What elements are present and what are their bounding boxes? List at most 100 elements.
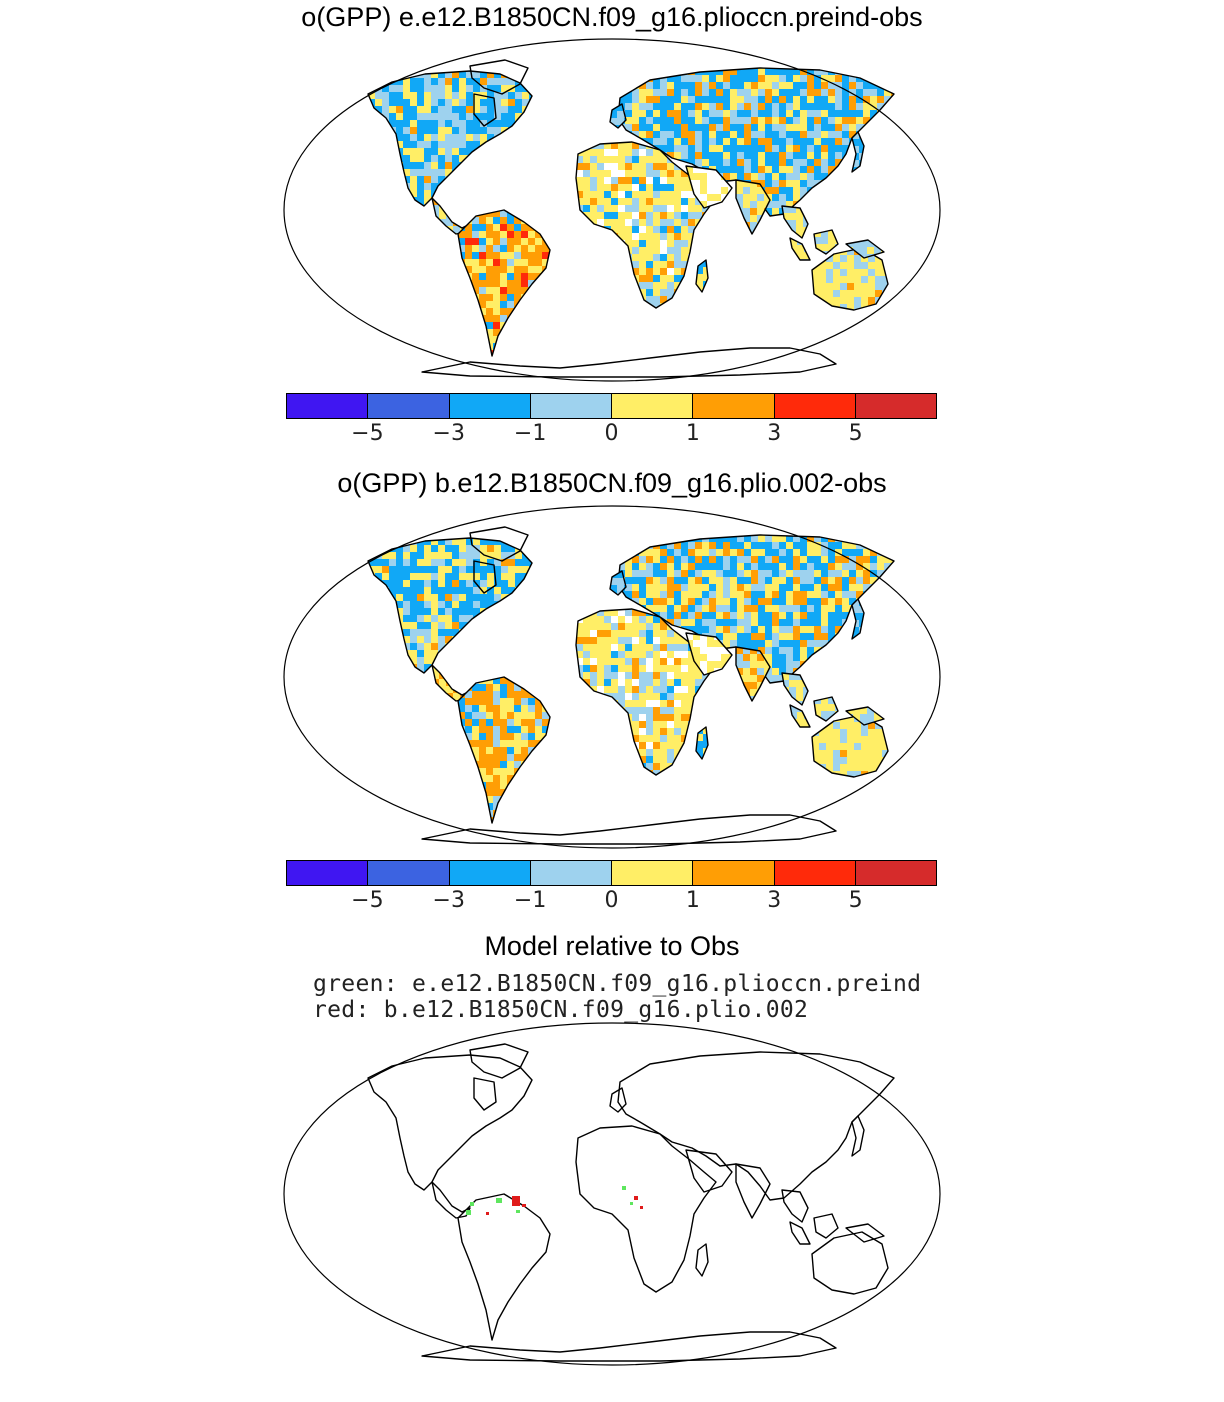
- grid-cell: [674, 598, 682, 606]
- grid-cell: [696, 748, 704, 756]
- grid-cell: [500, 775, 508, 783]
- grid-cell: [688, 584, 696, 592]
- grid-cell: [688, 679, 696, 687]
- grid-cell: [521, 726, 529, 734]
- grid-cell: [861, 757, 869, 765]
- grid-cell: [693, 187, 701, 195]
- coastline-greenland: [469, 59, 529, 95]
- grid-cell: [521, 266, 529, 274]
- grid-cell: [765, 75, 773, 83]
- grid-cell: [424, 190, 432, 198]
- grid-cell: [576, 630, 584, 638]
- grid-cell: [786, 612, 794, 620]
- grid-cell: [743, 682, 751, 690]
- grid-cell: [814, 577, 822, 585]
- grid-cell: [403, 636, 411, 644]
- grid-cell: [501, 120, 509, 128]
- grid-cell: [508, 106, 516, 114]
- grid-cell: [610, 118, 618, 126]
- grid-cell: [597, 142, 605, 150]
- grid-cell: [716, 131, 724, 139]
- grid-cell: [840, 722, 848, 730]
- grid-cell: [744, 605, 752, 613]
- grid-cell: [646, 163, 654, 171]
- grid-cell: [632, 103, 640, 111]
- grid-cell: [863, 549, 871, 557]
- grid-cell: [639, 630, 647, 638]
- grid-cell: [445, 85, 453, 93]
- grid-cell: [576, 651, 584, 659]
- grid-cell: [653, 605, 661, 613]
- grid-cell: [625, 156, 633, 164]
- grid-cell: [479, 698, 487, 706]
- grid-cell: [452, 580, 460, 588]
- grid-cell: [833, 262, 841, 270]
- grid-cell: [466, 71, 474, 79]
- grid-cell: [646, 156, 654, 164]
- grid-cell: [833, 750, 841, 758]
- grid-cell: [576, 184, 584, 192]
- grid-cell: [493, 698, 501, 706]
- grid-cell: [515, 566, 523, 574]
- grid-cell: [800, 187, 808, 195]
- grid-cell: [681, 184, 689, 192]
- grid-cell: [709, 570, 717, 578]
- grid-cell: [758, 89, 766, 97]
- grid-cell: [688, 152, 696, 160]
- grid-cell: [674, 735, 682, 743]
- grid-cell: [674, 131, 682, 139]
- grid-cell: [507, 301, 515, 309]
- grid-cell: [779, 598, 787, 606]
- grid-cell: [849, 598, 857, 606]
- grid-cell: [835, 626, 843, 634]
- grid-cell: [821, 82, 829, 90]
- grid-cell: [730, 89, 738, 97]
- grid-cell: [494, 573, 502, 581]
- grid-cell: [459, 594, 467, 602]
- grid-cell: [821, 633, 829, 641]
- grid-cell: [410, 85, 418, 93]
- grid-cell: [828, 89, 836, 97]
- grid-cell: [424, 78, 432, 86]
- grid-cell: [494, 92, 502, 100]
- grid-cell: [765, 654, 773, 662]
- grid-cell: [856, 577, 864, 585]
- grid-cell: [709, 159, 717, 167]
- grid-cell: [744, 640, 752, 648]
- grid-cell: [779, 194, 787, 202]
- grid-cell: [583, 644, 591, 652]
- grid-cell: [779, 131, 787, 139]
- grid-cell: [472, 684, 480, 692]
- grid-cell: [828, 145, 836, 153]
- grid-cell: [493, 754, 501, 762]
- grid-cell: [500, 691, 508, 699]
- grid-cell: [639, 82, 647, 90]
- grid-cell: [758, 96, 766, 104]
- grid-cell: [521, 287, 529, 295]
- grid-cell: [597, 212, 605, 220]
- grid-cell: [723, 82, 731, 90]
- grid-cell: [758, 598, 766, 606]
- grid-cell: [891, 542, 894, 550]
- grid-cell: [438, 71, 446, 79]
- grid-cell: [438, 538, 446, 546]
- grid-cell: [814, 117, 822, 125]
- grid-cell: [796, 673, 804, 681]
- grid-cell: [695, 577, 703, 585]
- grid-cell: [660, 254, 668, 262]
- grid-cell: [870, 89, 878, 97]
- grid-cell: [765, 612, 773, 620]
- grid-cell: [639, 721, 647, 729]
- grid-cell: [793, 619, 801, 627]
- grid-cell: [730, 549, 738, 557]
- grid-cell: [779, 535, 787, 543]
- grid-cell: [604, 623, 612, 631]
- grid-cell: [480, 85, 488, 93]
- grid-cell: [528, 266, 536, 274]
- grid-cell: [632, 584, 640, 592]
- grid-cell: [535, 698, 543, 706]
- grid-cell: [751, 591, 759, 599]
- grid-cell: [653, 707, 661, 715]
- grid-cell: [847, 297, 855, 305]
- grid-cell: [639, 672, 647, 680]
